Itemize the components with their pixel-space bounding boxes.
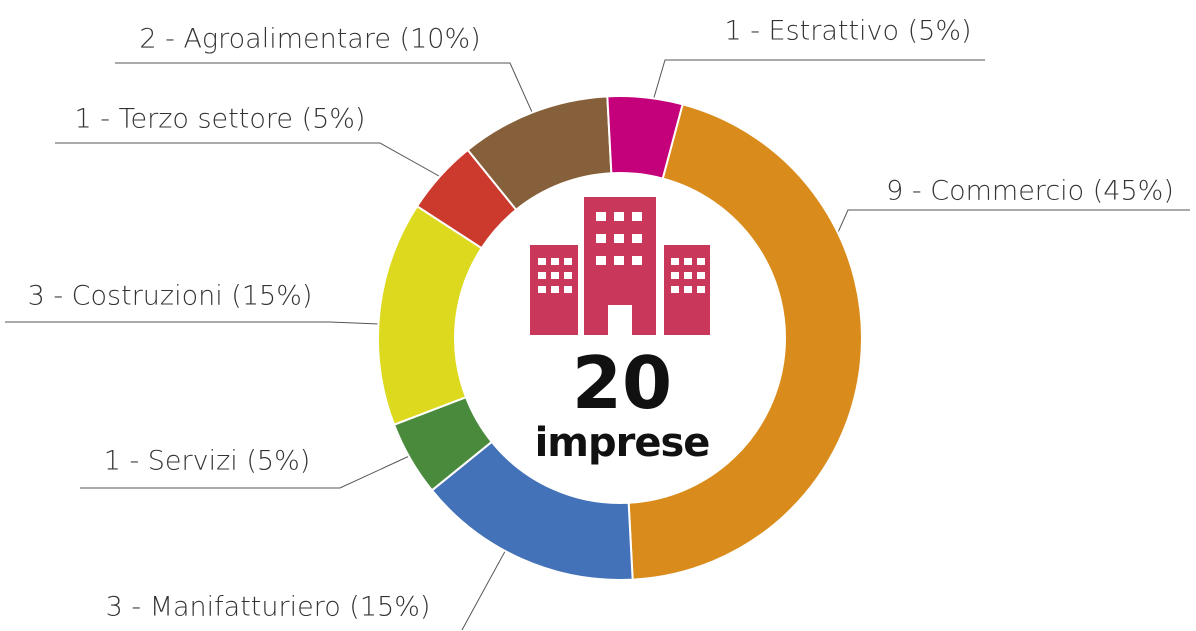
- donut-segment: [606, 95, 684, 180]
- leader-line: [55, 142, 456, 186]
- donut-segment: [627, 103, 863, 581]
- data-label: 1 - Estrattivo (5%): [724, 16, 971, 47]
- data-label: 3 - Manifatturiero (15%): [106, 592, 431, 623]
- data-label: 1 - Terzo settore (5%): [75, 104, 366, 135]
- donut: [377, 95, 863, 581]
- leader-line: [80, 451, 419, 489]
- data-label: 9 - Commercio (45%): [886, 176, 1174, 207]
- center-value: 20: [572, 341, 672, 425]
- leader-line: [821, 209, 1190, 269]
- labels: 9 - Commercio (45%) 3 - Manifatturiero (1…: [5, 16, 1190, 631]
- center-label: imprese: [535, 420, 710, 466]
- data-label: 1 - Servizi (5%): [104, 446, 311, 477]
- building-icon: [530, 197, 710, 335]
- data-label: 3 - Costruzioni (15%): [28, 281, 313, 312]
- leader-line: [5, 321, 406, 326]
- leader-line: [115, 62, 541, 131]
- data-label: 2 - Agroalimentare (10%): [139, 24, 480, 55]
